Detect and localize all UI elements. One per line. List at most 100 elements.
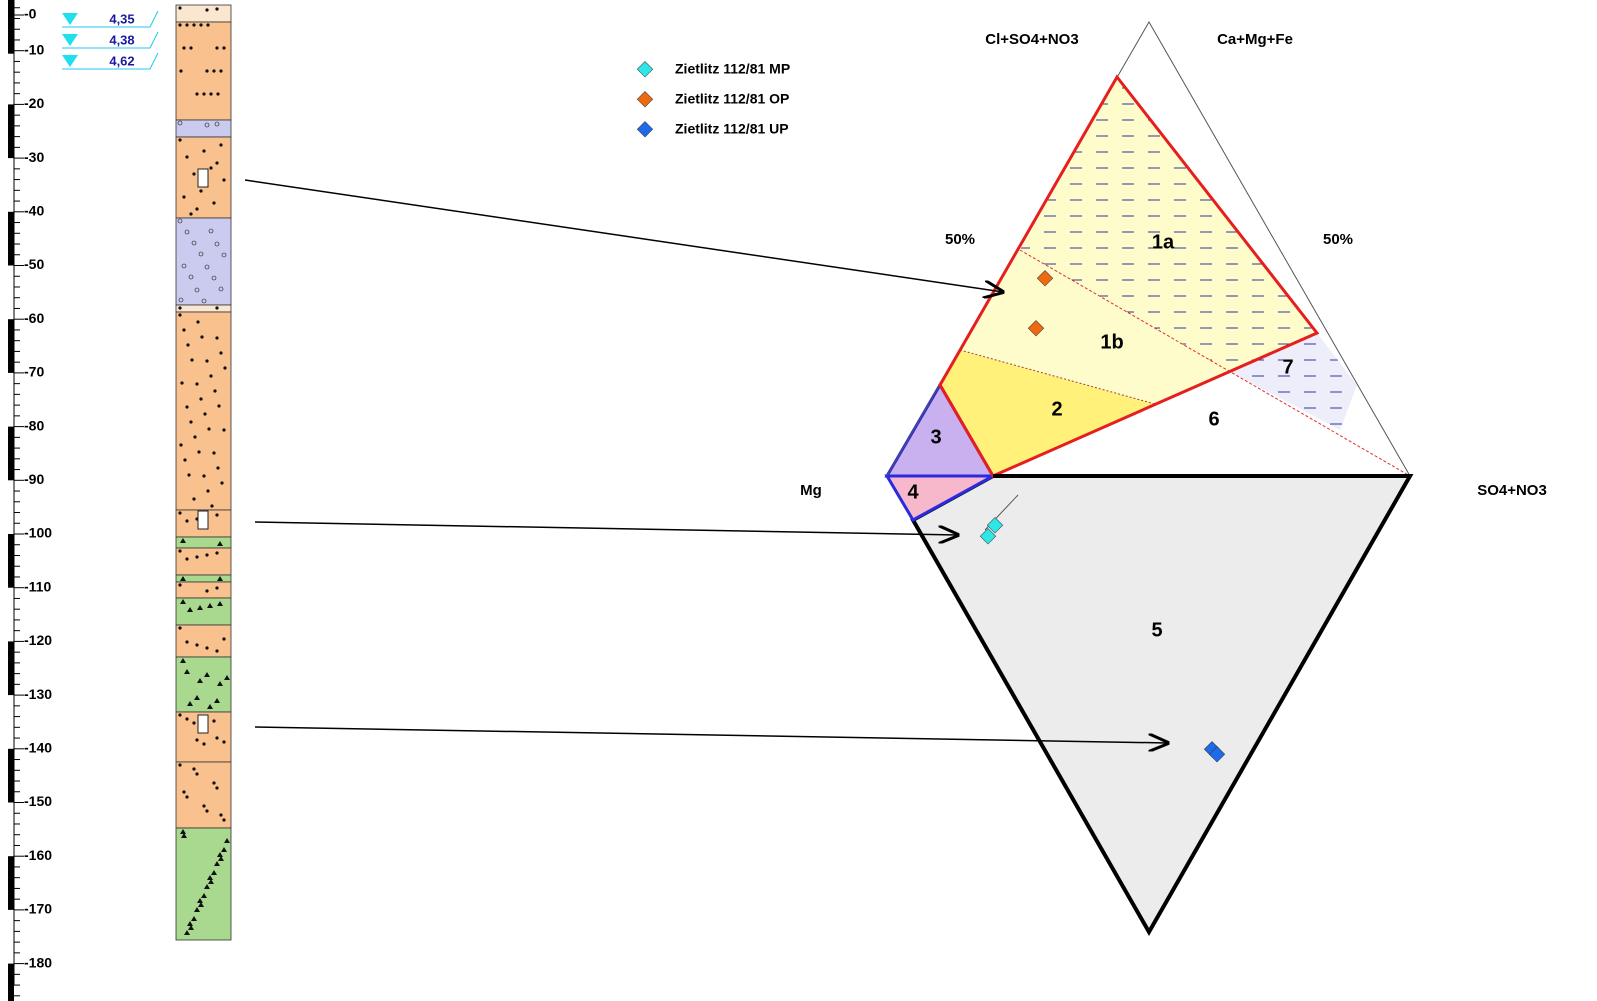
log-symbol (177, 218, 183, 224)
log-layer (175, 311, 232, 511)
log-symbol (180, 829, 186, 834)
log-symbol (191, 240, 197, 246)
depth-label: -110 (24, 578, 51, 594)
legend-marker (636, 121, 654, 138)
log-symbol (219, 143, 223, 147)
log-symbol (215, 786, 219, 790)
corner-label: SO4+NO3 (1477, 482, 1547, 499)
log-symbol (178, 313, 182, 317)
log-symbol (217, 576, 223, 581)
log-symbol (195, 382, 199, 386)
log-symbol (205, 69, 209, 73)
log-symbol (182, 195, 186, 199)
log-symbol (206, 23, 210, 27)
sample-points (979, 270, 1226, 763)
log-symbol (192, 172, 196, 176)
log-symbol (178, 511, 182, 515)
log-symbol (216, 92, 220, 96)
log-symbol (212, 69, 216, 73)
depth-label: -170 (24, 901, 52, 917)
log-symbol (199, 189, 203, 193)
log-symbol (178, 763, 182, 767)
depth-label: -50 (24, 256, 44, 272)
log-layer (175, 4, 232, 23)
log-symbol (185, 23, 189, 27)
legend-label: Zietlitz 112/81 UP (675, 121, 789, 137)
log-layer (175, 217, 232, 306)
log-symbol (194, 907, 200, 912)
log-symbol (192, 767, 196, 771)
log-layer (175, 581, 232, 599)
log-symbol (216, 466, 220, 470)
log-symbol (181, 263, 187, 269)
log-symbol (187, 607, 193, 612)
log-symbol (177, 120, 183, 126)
legend-marker (636, 61, 654, 78)
log-symbol (193, 435, 197, 439)
log-symbol (217, 601, 223, 606)
log-symbol (223, 366, 227, 370)
log-symbol (180, 576, 186, 581)
log-symbol (202, 474, 206, 478)
log-symbol (192, 721, 196, 725)
log-symbol (186, 343, 190, 347)
log-symbol (196, 320, 200, 324)
depth-label: -20 (24, 95, 44, 111)
depth-label: -70 (24, 364, 44, 380)
depth-label: -60 (24, 310, 44, 326)
log-symbol (178, 6, 182, 10)
log-symbol (185, 557, 189, 561)
axis-block (8, 319, 14, 373)
depth-label: -120 (24, 632, 52, 648)
water-line (62, 10, 159, 28)
log-symbol (195, 207, 199, 211)
log-symbol (184, 669, 190, 674)
region-1a-hatch (1020, 77, 1317, 371)
corner-label: Ca+Mg+Fe (1217, 31, 1293, 48)
log-symbol (219, 69, 223, 73)
log-symbol (202, 92, 206, 96)
log-symbol (221, 847, 227, 852)
axis-block (8, 641, 14, 696)
log-symbol (184, 229, 190, 235)
log-symbol (185, 405, 189, 409)
point-op (1036, 270, 1054, 287)
log-symbol (222, 637, 226, 641)
log-symbol (188, 274, 194, 280)
filter-symbol (197, 714, 209, 734)
log-symbol (208, 879, 214, 884)
log-symbol (194, 287, 200, 293)
log-symbol (218, 856, 224, 861)
depth-label: -90 (24, 471, 44, 487)
region-5 (910, 474, 1414, 937)
log-symbol (210, 504, 214, 508)
log-symbol (215, 7, 219, 11)
log-symbol (179, 443, 183, 447)
depth-label: -160 (24, 847, 52, 863)
percent-label: 50% (945, 231, 975, 248)
log-symbol (224, 675, 230, 680)
log-symbol (197, 605, 203, 610)
log-symbol (221, 252, 227, 258)
water-marker (62, 13, 78, 25)
log-symbol (187, 701, 193, 706)
log-layer (175, 304, 232, 313)
log-symbol (201, 893, 207, 898)
log-symbol (222, 46, 226, 50)
log-symbol (178, 583, 182, 587)
log-layer (175, 21, 232, 121)
region-label: 7 (1282, 356, 1293, 378)
region-label: 5 (1151, 619, 1162, 641)
log-symbol (215, 46, 219, 50)
water-line (62, 52, 159, 70)
log-symbol (205, 359, 209, 363)
arrow (244, 179, 1003, 292)
region-4 (884, 474, 994, 523)
log-symbol (215, 306, 219, 310)
log-symbol (182, 328, 186, 332)
log-symbol (215, 513, 219, 517)
depth-label: -130 (24, 686, 52, 702)
log-symbol (178, 549, 182, 553)
log-symbol (182, 46, 186, 50)
axis-block (8, 211, 14, 266)
